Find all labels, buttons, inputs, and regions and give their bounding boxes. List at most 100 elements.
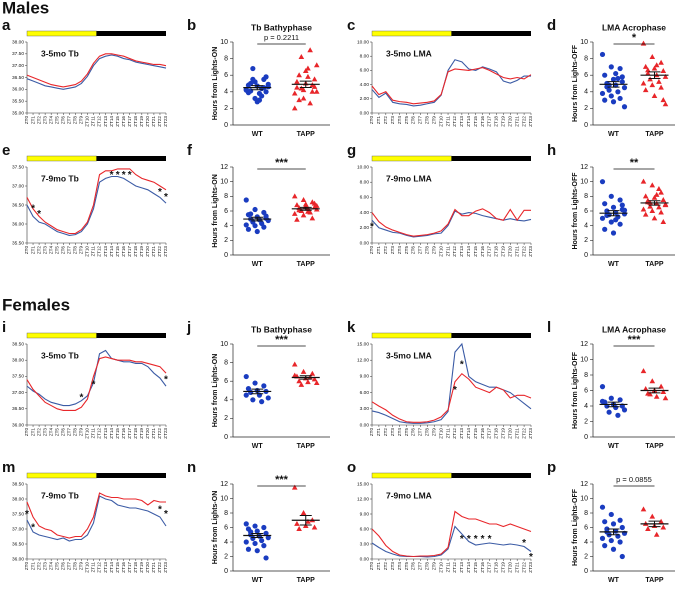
x-tick-label: ZT13	[103, 428, 108, 439]
data-point	[621, 85, 628, 91]
y-tick-label: 38.50	[12, 481, 24, 487]
x-tick-label: ZT8	[73, 116, 78, 125]
data-point	[619, 553, 625, 560]
data-point	[619, 74, 625, 80]
series-line	[26, 54, 167, 90]
panel-title: LMA Acrophase	[602, 22, 666, 32]
x-tick-label: ZT16	[121, 246, 126, 257]
data-point	[602, 519, 608, 525]
y-tick-label: 8	[584, 193, 588, 200]
data-point	[613, 404, 619, 411]
x-tick-label: ZT9	[431, 116, 436, 125]
data-point	[248, 211, 254, 217]
x-tick-label: ZT20	[507, 116, 512, 127]
x-tick-label: ZT21	[514, 562, 519, 573]
x-tick-label: TAPP	[297, 443, 315, 450]
data-point	[651, 215, 658, 221]
data-point	[617, 65, 623, 72]
x-tick-label: ZT2	[36, 428, 41, 437]
x-tick-label: ZT6	[411, 246, 416, 255]
y-tick-label: 2	[224, 237, 228, 244]
y-tick-label: 10.00	[357, 164, 369, 170]
x-tick-label: ZT8	[425, 246, 430, 255]
data-point	[653, 191, 660, 197]
x-tick-label: ZT11	[91, 562, 96, 573]
x-tick-label: WT	[252, 577, 264, 584]
x-tick-label: ZT3	[42, 428, 47, 437]
panel-letter: b	[187, 17, 196, 34]
x-tick-label: ZT4	[48, 428, 53, 437]
x-tick-label: ZT19	[501, 246, 506, 257]
light-bar	[26, 30, 97, 37]
x-tick-label: ZT15	[115, 562, 120, 573]
y-tick-label: 0.00	[360, 240, 370, 246]
x-tick-label: ZT19	[501, 428, 506, 439]
significance-mark: *	[37, 209, 41, 220]
panel-letter: h	[547, 142, 556, 159]
data-point	[313, 88, 320, 94]
x-tick-label: ZT7	[67, 246, 72, 255]
sem-bar	[251, 388, 264, 395]
x-tick-label: ZT5	[54, 428, 59, 437]
sem-bar	[251, 532, 264, 539]
data-point	[599, 398, 606, 404]
sem-bar	[299, 515, 312, 526]
x-tick-label: ZT1	[30, 428, 35, 437]
series-line	[371, 525, 532, 558]
dark-bar	[451, 156, 531, 161]
x-tick-label: ZT17	[127, 428, 132, 439]
light-bar	[371, 332, 452, 339]
data-point	[658, 59, 664, 65]
series-line	[26, 175, 167, 236]
data-point	[250, 76, 256, 82]
x-tick-label: ZT18	[494, 562, 499, 573]
data-point	[250, 535, 256, 541]
x-tick-label: ZT21	[151, 562, 156, 573]
x-tick-label: ZT16	[480, 246, 485, 257]
x-tick-label: ZT14	[466, 562, 471, 573]
y-tick-label: 4	[584, 539, 588, 546]
data-point	[305, 65, 311, 71]
x-tick-label: ZT10	[438, 428, 443, 439]
data-point	[653, 393, 660, 399]
y-axis-label: Hours from Lights-OFF	[572, 172, 579, 250]
x-tick-label: ZT10	[85, 562, 90, 573]
y-tick-label: 6	[224, 378, 228, 385]
data-point	[662, 201, 669, 207]
data-point	[660, 197, 667, 202]
x-tick-label: ZT9	[79, 116, 84, 125]
data-point	[250, 397, 256, 403]
y-tick-label: 0	[224, 252, 228, 259]
y-tick-label: 35.50	[12, 240, 24, 246]
light-bar	[371, 472, 452, 479]
data-point	[619, 79, 625, 85]
y-tick-label: 6	[584, 524, 588, 531]
data-point	[602, 226, 608, 232]
x-tick-label: ZT2	[36, 246, 41, 255]
data-point	[245, 226, 252, 232]
x-tick-label: ZT5	[54, 116, 59, 125]
series-line	[371, 59, 531, 107]
y-tick-label: 37.00	[12, 183, 24, 189]
y-tick-label: 4	[584, 89, 588, 96]
panel-title: 7-9mo Tb	[41, 490, 79, 500]
sem-bar	[648, 200, 661, 206]
data-point	[610, 521, 617, 527]
x-tick-label: ZT0	[24, 246, 29, 255]
data-point	[649, 182, 656, 188]
data-point	[296, 378, 302, 384]
y-tick-label: 36.50	[12, 75, 24, 81]
y-tick-label: 4	[224, 223, 228, 230]
y-tick-label: 0	[224, 122, 228, 129]
x-tick-label: ZT11	[91, 428, 96, 439]
x-tick-label: ZT16	[121, 428, 126, 439]
x-tick-label: ZT17	[487, 246, 492, 257]
y-tick-label: 8	[584, 510, 588, 517]
data-point	[311, 83, 318, 89]
data-point	[658, 189, 664, 195]
x-tick-label: ZT19	[501, 562, 506, 573]
y-tick-label: 4.00	[360, 82, 370, 88]
data-point	[608, 537, 614, 544]
y-tick-label: 37.00	[12, 63, 24, 69]
dark-bar	[451, 333, 531, 338]
